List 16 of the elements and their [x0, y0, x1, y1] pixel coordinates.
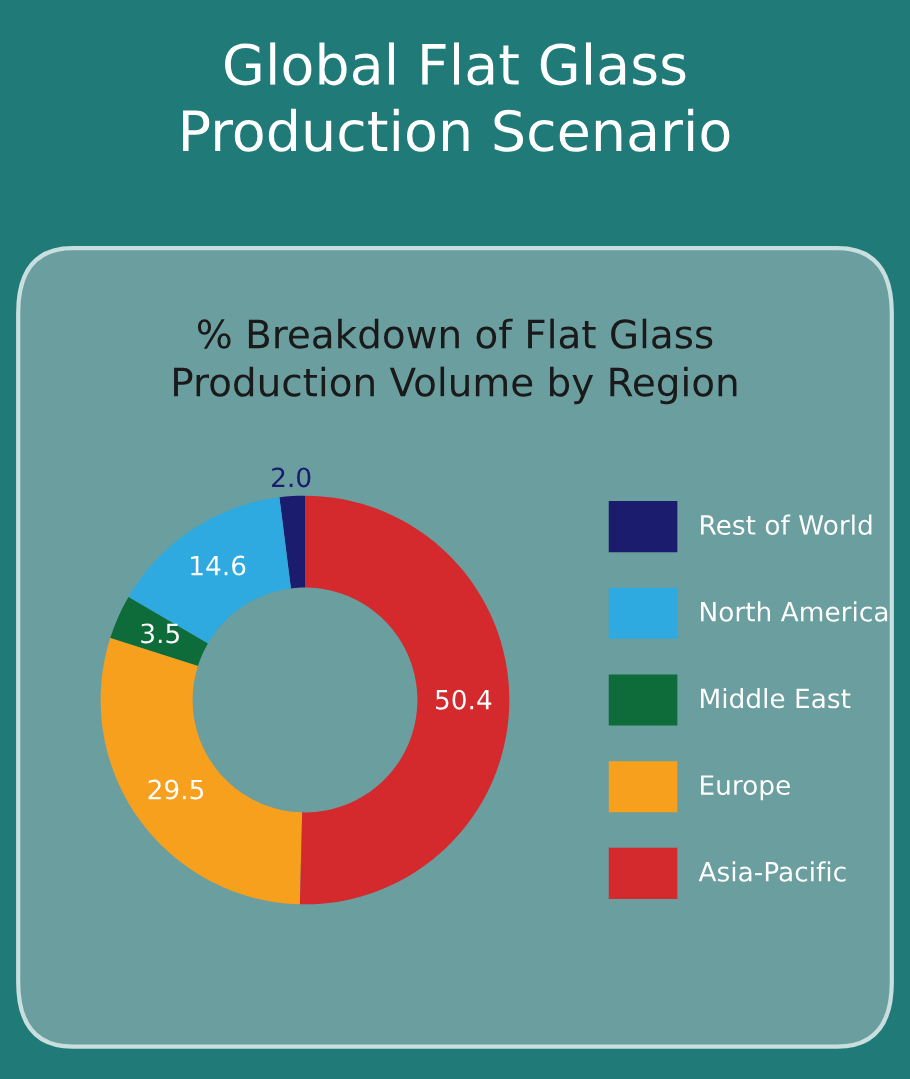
data-label: 3.5: [141, 623, 179, 644]
donut-slice: [110, 597, 208, 666]
legend-label: Asia-Pacific: [698, 861, 846, 882]
data-label: 2.0: [272, 467, 311, 488]
donut-slice: [279, 495, 305, 589]
legend-label: Europe: [701, 775, 790, 801]
data-label: 29.5: [148, 779, 204, 800]
donut-slice: [128, 497, 291, 644]
chart-title: Global Flat Glass Production Scenario: [183, 42, 730, 152]
data-label: 14.6: [191, 555, 246, 576]
legend-label: Rest of World: [701, 514, 872, 535]
legend-label: Middle East: [701, 687, 851, 709]
chart-subtitle: % Breakdown of Flat Glass Production Volume by Region: [174, 318, 737, 405]
donut-slice: [299, 495, 510, 905]
data-label: 50.4: [436, 689, 492, 710]
legend-label: North America: [701, 601, 888, 622]
